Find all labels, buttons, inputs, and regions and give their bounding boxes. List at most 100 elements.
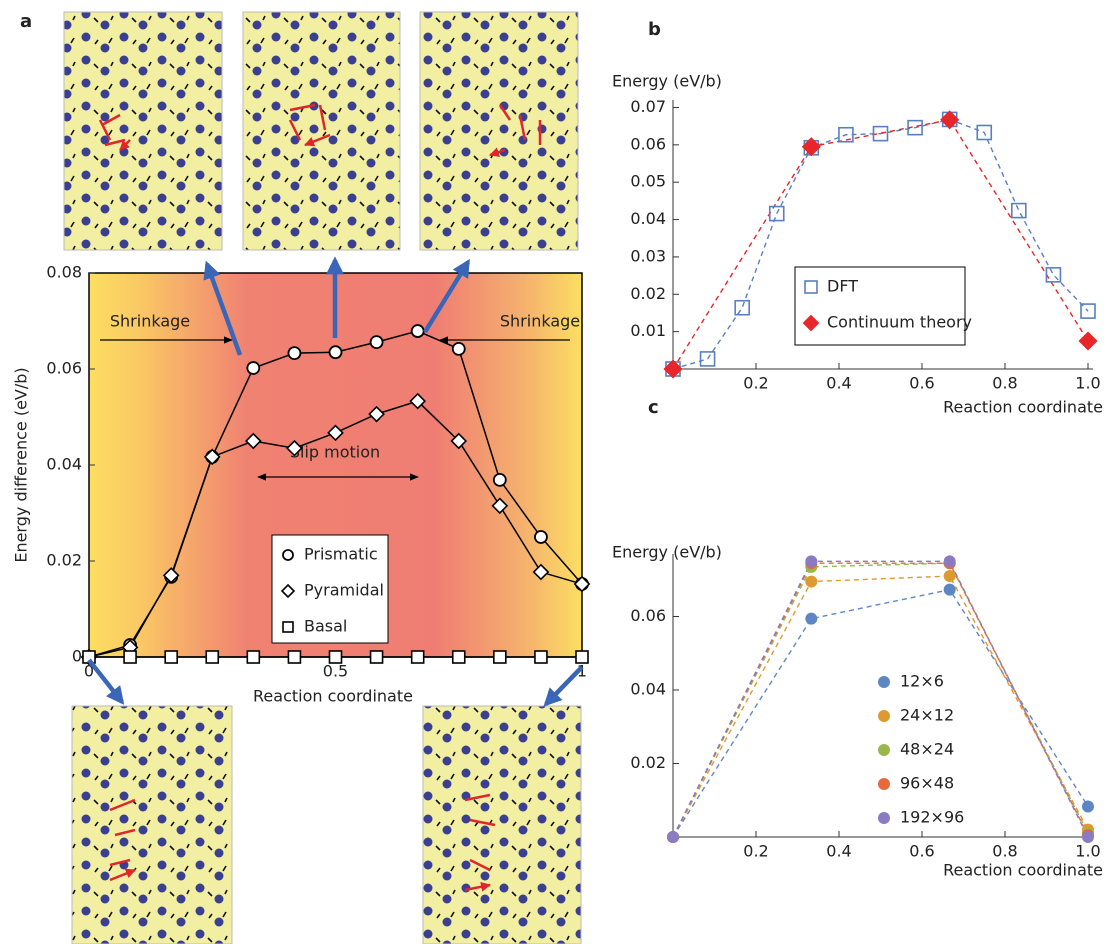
x-tick-label: 0.8 <box>992 842 1017 861</box>
marker <box>1082 831 1094 843</box>
y-tick-label: 0.05 <box>630 172 666 191</box>
marker <box>734 299 750 316</box>
legend-marker <box>878 676 890 688</box>
x-tick-label: 0 <box>84 662 94 681</box>
marker <box>575 650 589 664</box>
x-tick-label: 0.2 <box>743 374 768 393</box>
y-tick-label: 0.02 <box>46 551 82 570</box>
legend-label: DFT <box>827 277 858 296</box>
marker <box>246 361 261 375</box>
x-tick-label: 0.8 <box>992 374 1017 393</box>
marker <box>244 432 262 450</box>
y-tick-label: 0.06 <box>46 359 82 378</box>
marker <box>667 831 679 843</box>
series-line <box>672 119 1089 370</box>
marker <box>369 335 384 350</box>
x-tick-label: 0.6 <box>909 374 934 393</box>
series-line <box>672 118 1089 370</box>
marker <box>368 405 385 423</box>
series-line <box>672 562 1089 838</box>
marker <box>805 575 818 588</box>
y-tick-label: 0.01 <box>630 321 666 340</box>
marker <box>328 345 343 360</box>
marker <box>805 555 818 568</box>
legend-label: Basal <box>304 617 347 636</box>
x-tick-label: 1.0 <box>1075 374 1100 393</box>
marker <box>943 583 956 596</box>
y-tick-label: 0.06 <box>630 134 666 153</box>
legend-label: 12×6 <box>900 672 944 691</box>
panel-label: c <box>648 397 659 418</box>
y-tick-label: 0 <box>72 647 82 666</box>
marker <box>1045 267 1062 283</box>
x-axis-label: Reaction coordinate <box>253 687 413 706</box>
marker <box>699 351 716 367</box>
marker <box>976 124 993 141</box>
annotation: Shrinkage <box>110 312 190 331</box>
marker <box>246 650 261 664</box>
marker <box>943 570 956 583</box>
marker <box>164 650 178 664</box>
marker <box>838 126 854 143</box>
marker <box>1080 303 1096 319</box>
y-tick-label: 0.04 <box>630 209 666 228</box>
legend-label: 192×96 <box>900 808 964 827</box>
legend-label: Continuum theory <box>827 313 972 332</box>
blue-arrows <box>87 256 584 707</box>
y-tick-label: 0.03 <box>630 246 666 265</box>
marker <box>451 341 466 356</box>
marker <box>534 530 548 544</box>
x-tick-label: 0.4 <box>826 374 851 393</box>
legend-marker <box>804 280 818 294</box>
panel-label: b <box>648 19 661 40</box>
panel-label: a <box>20 11 32 32</box>
legend-marker <box>282 549 294 561</box>
legend-marker <box>878 744 890 756</box>
legend-marker <box>280 583 296 599</box>
insets <box>63 11 582 944</box>
marker <box>493 650 507 664</box>
legend-marker <box>878 812 890 824</box>
legend-marker <box>878 710 890 722</box>
y-tick-label: 0.04 <box>46 455 82 474</box>
x-tick-label: 1 <box>577 662 587 681</box>
y-axis-label: Energy (eV/b) <box>612 72 722 91</box>
series-line <box>672 588 1089 838</box>
marker <box>286 439 303 457</box>
marker <box>205 650 220 664</box>
legend-label: Pyramidal <box>304 581 384 600</box>
x-tick-label: 0.4 <box>826 842 851 861</box>
marker <box>940 110 960 130</box>
marker <box>805 612 818 625</box>
y-axis-label: Energy difference (eV/b) <box>12 367 31 562</box>
marker <box>287 346 302 361</box>
marker <box>123 650 137 664</box>
marker <box>203 448 221 466</box>
y-axis-label: Energy (eV/b) <box>612 543 722 562</box>
marker <box>1011 202 1027 219</box>
x-tick-label: 1.0 <box>1075 842 1100 861</box>
series-line <box>672 575 1089 838</box>
marker <box>872 125 889 142</box>
marker <box>409 392 427 410</box>
legend-label: 96×48 <box>900 774 954 793</box>
marker <box>768 205 785 222</box>
marker <box>451 650 466 664</box>
marker <box>532 563 550 581</box>
series-line <box>672 562 1089 838</box>
inset <box>419 11 579 251</box>
legend-marker <box>802 314 820 332</box>
x-axis-label: Reaction coordinate <box>943 398 1103 417</box>
series-line <box>672 560 1089 838</box>
marker <box>328 650 343 664</box>
marker <box>491 497 509 515</box>
marker <box>943 555 956 568</box>
legend-label: 48×24 <box>900 740 954 759</box>
y-tick-label: 0.02 <box>630 284 666 303</box>
annotation: Shrinkage <box>500 312 580 331</box>
y-tick-label: 0.08 <box>46 263 82 282</box>
y-tick-label: 0.02 <box>630 753 666 772</box>
legend-label: Prismatic <box>304 545 378 564</box>
